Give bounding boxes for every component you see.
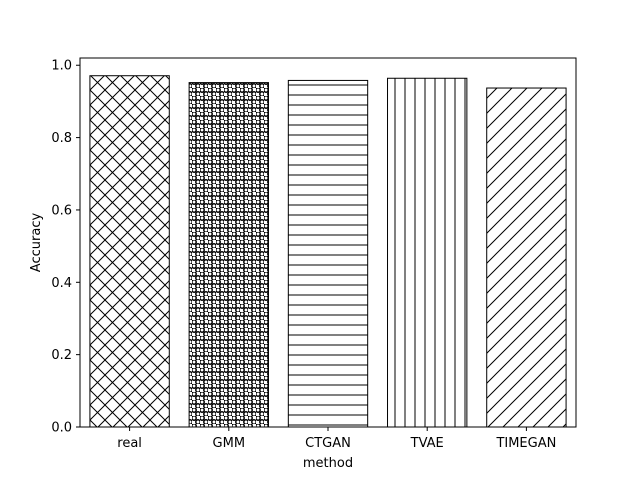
- x-axis-label: method: [303, 456, 353, 471]
- y-ticks: 0.0 0.2 0.4 0.6 0.8 1.0: [51, 59, 80, 436]
- bar-tvae: [387, 77, 468, 428]
- x-tick-label: real: [117, 436, 142, 451]
- x-tick-label: GMM: [213, 436, 246, 451]
- y-tick-label: 1.0: [51, 59, 72, 74]
- y-tick-label: 0.8: [51, 131, 72, 146]
- y-axis-label: Accuracy: [29, 213, 44, 273]
- bars-layer: [89, 75, 567, 428]
- bar-real: [89, 75, 170, 428]
- y-tick-label: 0.6: [51, 203, 72, 218]
- x-tick-label: TVAE: [410, 436, 444, 451]
- plot-frame: [79, 57, 577, 428]
- bar-ctgan: [287, 79, 369, 428]
- bar-gmm: [188, 82, 269, 428]
- x-tick-label: CTGAN: [305, 436, 351, 451]
- x-tick-label: TIMEGAN: [495, 436, 556, 451]
- bar-timegan: [486, 87, 567, 428]
- y-tick-label: 0.2: [51, 348, 72, 363]
- y-tick-label: 0.4: [51, 276, 72, 291]
- y-tick-label: 0.0: [51, 421, 72, 436]
- x-ticks: real GMM CTGAN TVAE TIMEGAN: [117, 427, 556, 451]
